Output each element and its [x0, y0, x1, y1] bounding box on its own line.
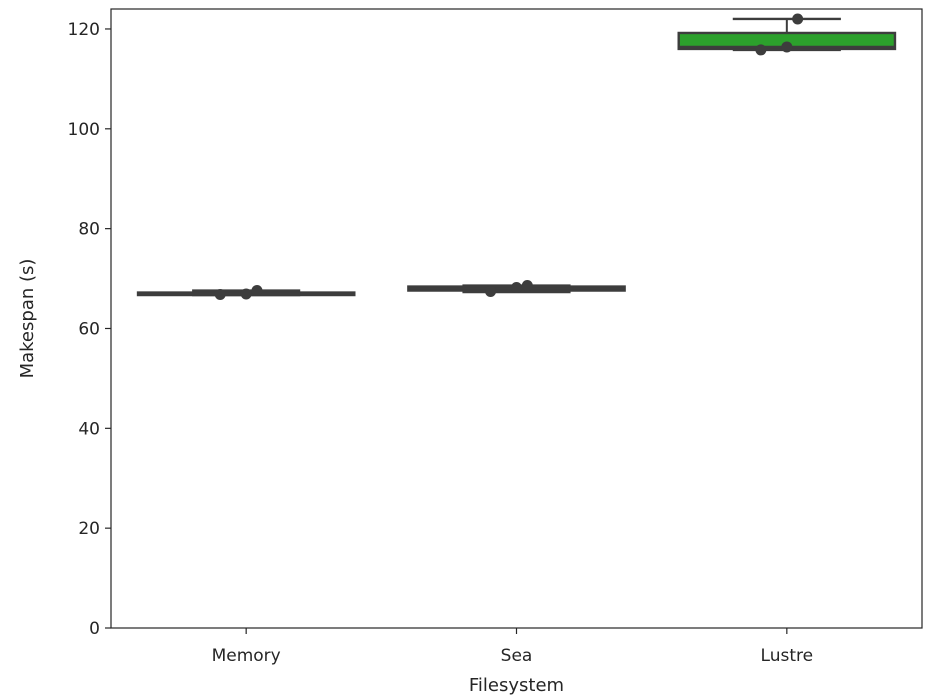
plot-frame: [110, 8, 923, 629]
y-tick-label: 120: [68, 20, 100, 40]
box-sea: [407, 280, 626, 298]
y-tick-label: 60: [78, 319, 100, 339]
data-point: [792, 13, 804, 25]
x-tick-label: Lustre: [761, 646, 814, 666]
y-tick-label: 80: [78, 220, 100, 240]
box-memory: [136, 285, 356, 301]
y-axis-title: Makespan (s): [17, 259, 38, 379]
data-point: [485, 286, 497, 298]
box-series: [136, 13, 897, 301]
data-point: [781, 41, 793, 53]
y-tick-label: 40: [78, 419, 100, 439]
data-point: [511, 282, 522, 294]
box-lustre: [677, 13, 897, 56]
x-tick-label: Memory: [212, 646, 281, 666]
data-point: [240, 288, 252, 300]
data-point: [251, 285, 263, 297]
x-tick-label: Sea: [501, 646, 533, 666]
y-tick-label: 100: [68, 120, 100, 140]
y-axis: 0 20 40 60 80 100 120: [68, 20, 111, 639]
y-tick-label: 0: [89, 619, 100, 639]
x-axis: Memory Sea Lustre: [212, 628, 814, 666]
data-point: [521, 280, 533, 292]
data-point: [214, 289, 226, 301]
y-tick-label: 20: [78, 519, 100, 539]
data-point: [755, 44, 767, 56]
x-axis-title: Filesystem: [469, 675, 564, 696]
